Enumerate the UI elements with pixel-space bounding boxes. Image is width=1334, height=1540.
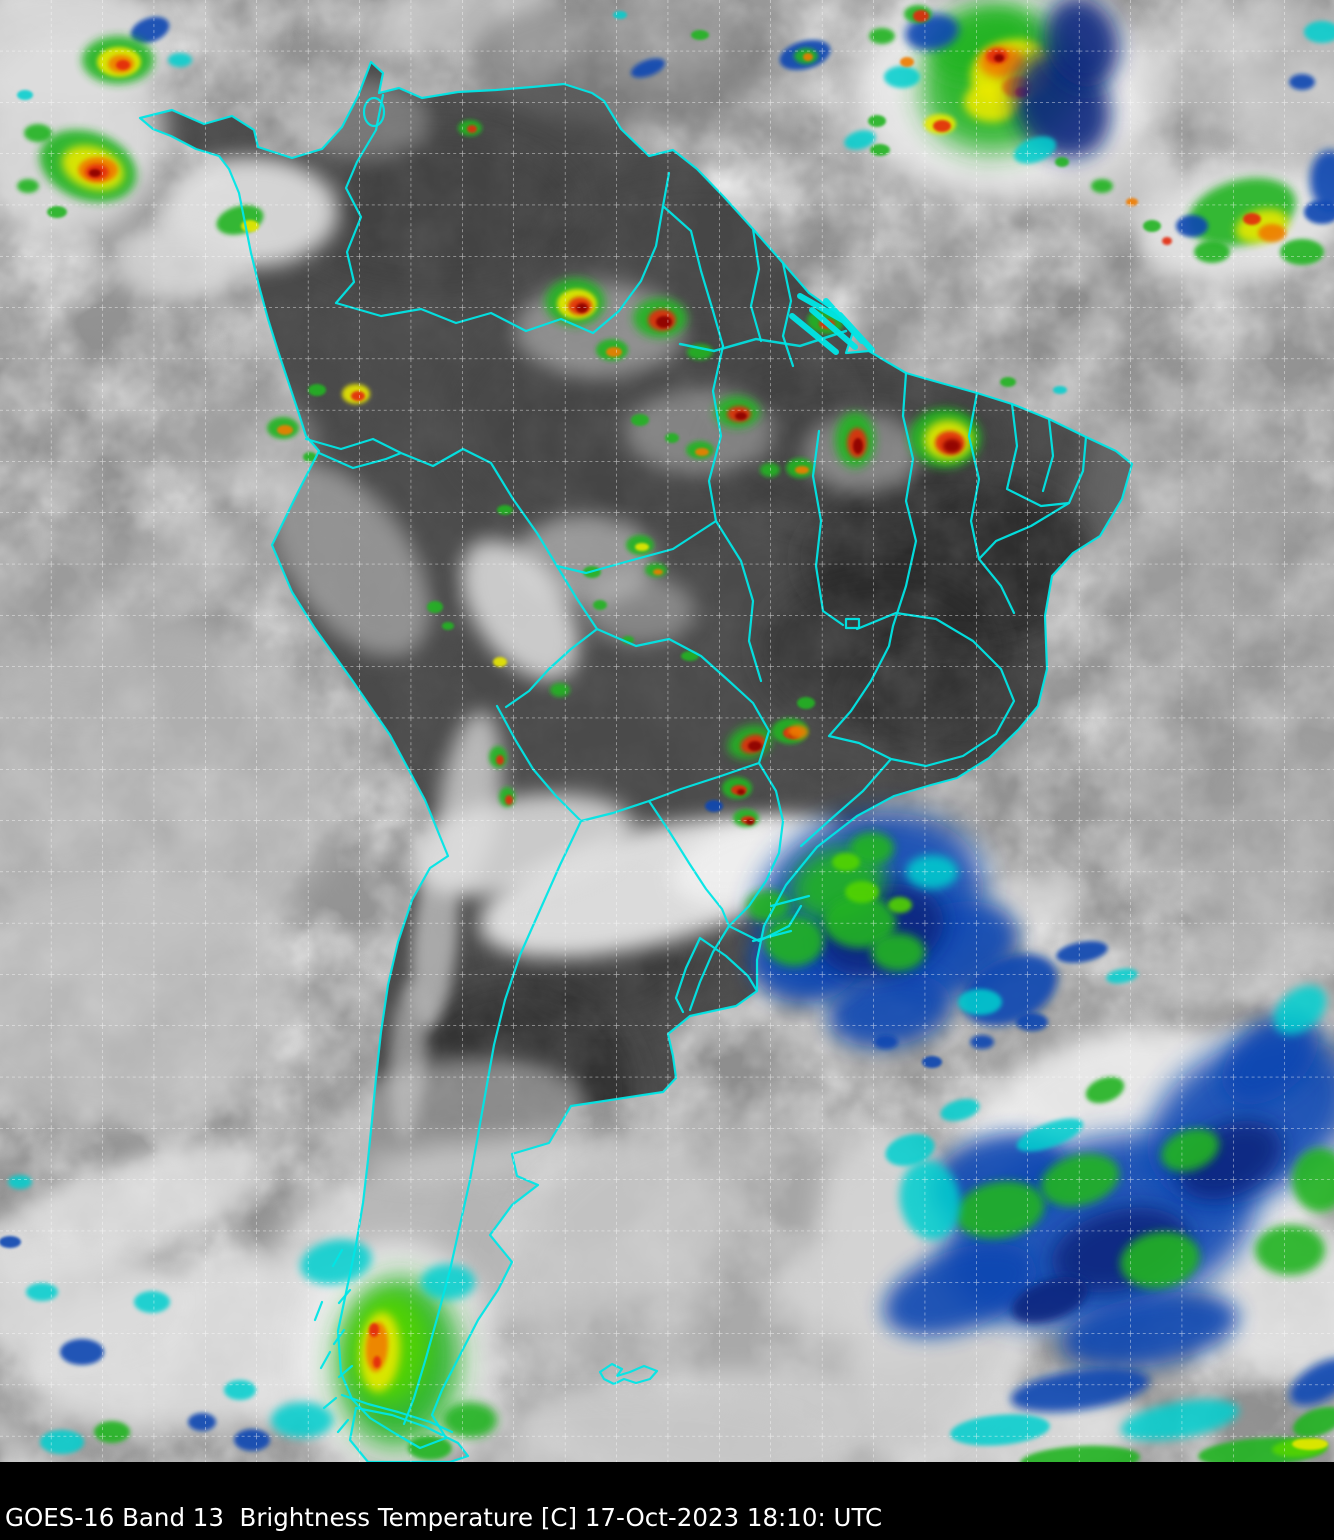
satellite-image (0, 0, 1334, 1462)
caption-text: GOES-16 Band 13 Brightness Temperature [… (5, 1503, 883, 1533)
caption-bar: GOES-16 Band 13 Brightness Temperature [… (0, 1462, 1334, 1540)
satellite-canvas (0, 0, 1334, 1462)
latlon-grid (0, 0, 1334, 1462)
